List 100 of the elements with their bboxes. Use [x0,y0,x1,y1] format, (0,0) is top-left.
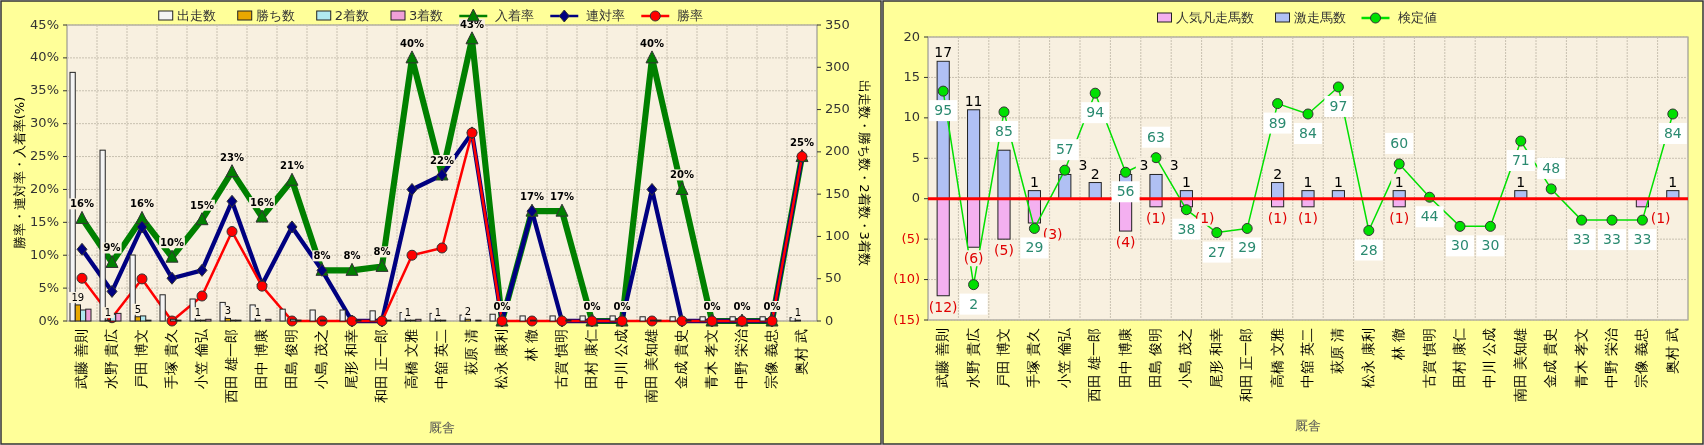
point [968,279,980,291]
data-label: 40% [640,37,664,49]
legend-label: 激走馬数 [1293,9,1346,25]
data-label: 19 [71,291,85,303]
bar [759,316,766,322]
data-label: 44 [1420,208,1439,225]
x-tick-label: 戸田 博文 [133,329,149,390]
x-tick-label: 手塚 貴久 [1025,328,1042,389]
legend-label: 検定値 [1397,9,1437,25]
x-tick-label: 尾形 和幸 [343,329,359,390]
data-label: 25% [790,136,814,148]
y-tick-label: 5% [38,279,59,295]
bar [579,315,586,322]
data-label: 1 [254,307,262,319]
data-label: (1) [1146,209,1166,226]
data-label: 2 [969,295,979,312]
data-label: 1 [1668,173,1678,190]
data-label: 2 [1090,165,1100,182]
point [286,220,298,234]
x-tick-label: 中川 公成 [613,329,629,390]
bar [279,308,286,322]
point [195,212,209,226]
point [1576,214,1588,226]
bar [159,294,166,322]
data-label: (1) [1389,209,1410,226]
data-label: 30 [1481,237,1500,254]
y-tick-label: 10% [30,246,59,262]
data-label: (4) [1115,234,1136,251]
point [1120,166,1132,178]
x-tick-label: 金成 貴史 [673,329,689,390]
y2-tick-label: 250 [825,101,850,117]
x-tick-label: 戸田 博文 [995,328,1011,389]
y-tick-label: 30% [30,115,59,131]
data-label: 71 [1511,152,1530,169]
data-label: 1 [794,307,802,319]
x-tick-label: 武藤 善則 [73,329,89,390]
point [345,262,359,276]
point [1484,220,1496,232]
point [555,203,569,217]
point [405,50,419,64]
point [1606,214,1618,226]
x-tick-label: 田村 康仁 [1451,328,1467,389]
legend-label: 2着数 [334,7,369,23]
legend-label: 連対率 [586,7,626,23]
data-label: 33 [1633,231,1652,248]
point [1393,158,1405,170]
data-label: 1 [1333,173,1343,190]
x-tick-label: 中野 栄治 [1603,328,1619,389]
x-tick-label: 松永 康利 [493,329,509,390]
point [1241,222,1253,234]
data-label: (5) [994,242,1014,259]
y-tick-label: 15% [30,213,59,229]
y-tick-label: 25% [30,148,59,164]
point [106,284,118,298]
point [75,210,89,224]
data-label: 95 [934,102,953,119]
data-label: 28 [1359,241,1378,258]
point [136,273,148,285]
data-label: 10% [160,237,184,249]
bar [339,309,346,322]
data-label: 3 [224,305,232,317]
bar [967,109,981,200]
point [1089,87,1101,99]
data-label: 33 [1572,231,1591,248]
point [165,249,179,263]
bar [729,316,736,322]
point [135,210,149,224]
point [1515,135,1527,147]
point [1272,98,1284,110]
data-label: 2 [464,306,472,318]
point [76,272,88,284]
x-tick-label: 西田 雄一郎 [223,329,239,404]
x-tick-label: 田島 俊明 [283,329,299,390]
point [375,258,389,272]
y2-tick-label: 300 [825,58,850,74]
x-tick-label: 古賀 慎明 [553,329,569,390]
point [1211,227,1223,239]
point [166,271,178,285]
point [1363,225,1375,237]
data-label: 0% [613,301,631,312]
data-label: 84 [1663,124,1682,141]
x-tick-label: 高橋 文雅 [403,329,419,390]
y-tick-label: 0% [38,312,59,328]
data-label: (1) [1267,209,1288,226]
x-tick-label: 南田 美知雄 [1511,328,1528,403]
y-tick-label: 5 [911,149,920,165]
data-label: (1) [1298,209,1318,226]
bar [967,198,981,248]
bar [129,254,136,322]
x-tick-label: 小笠 倫弘 [193,328,209,390]
data-label: 1 [104,307,112,319]
point [1667,108,1679,120]
y-tick-label: 0 [911,190,920,206]
data-label: 0% [763,301,781,312]
data-label: 56 [1116,183,1135,200]
x-tick-label: 宗像 義忠 [1633,328,1650,389]
x-tick-label: 林 徹 [1390,328,1407,362]
point [196,290,208,302]
x-tick-label: 奥村 武 [793,329,809,376]
y-tick-label: 35% [30,82,59,98]
